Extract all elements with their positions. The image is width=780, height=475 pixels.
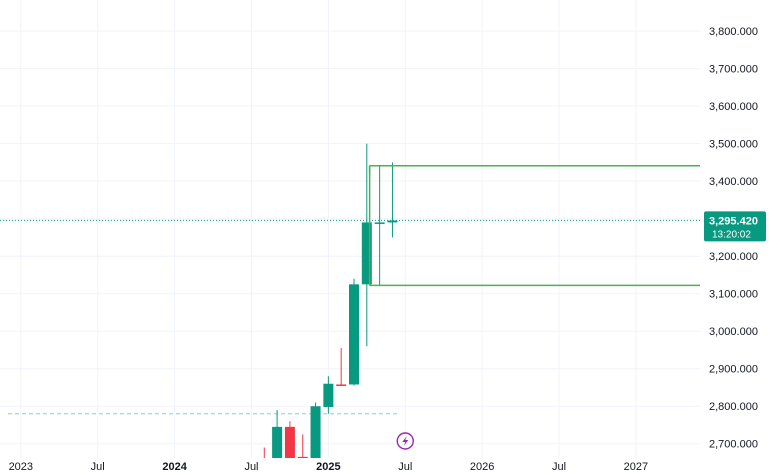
current-price-label: 3,295.420	[709, 215, 758, 227]
candle-body	[387, 220, 398, 223]
candle-body	[349, 284, 359, 385]
candle-body	[374, 222, 385, 224]
current-price-badge	[704, 211, 766, 242]
y-tick-label: 3,000.000	[709, 326, 758, 338]
x-tick-label: Jul	[398, 461, 412, 470]
y-tick-label: 3,200.000	[709, 251, 758, 263]
y-tick-label: 3,500.000	[709, 139, 758, 151]
y-tick-label: 3,700.000	[709, 64, 758, 76]
y-tick-label: 3,600.000	[709, 101, 758, 113]
lightning-glyph	[402, 436, 409, 446]
candle-body	[310, 406, 321, 467]
x-tick-label: Jul	[244, 461, 258, 470]
grid	[0, 0, 700, 458]
x-axis-background	[0, 458, 700, 470]
candle-body	[284, 426, 295, 463]
x-tick-label: Jul	[552, 461, 566, 470]
y-tick-label: 2,700.000	[709, 439, 758, 451]
y-tick-label: 2,800.000	[709, 401, 758, 413]
candle-body	[323, 383, 334, 407]
y-tick-label: 3,400.000	[709, 176, 758, 188]
candle-body	[361, 222, 372, 285]
x-axis[interactable]: 2023 Jul 2024 Jul 2025 Jul 2026 Jul 2027	[0, 458, 700, 473]
y-axis[interactable]: 3,800.000 3,700.000 3,600.000 3,500.000 3,40…	[700, 0, 780, 470]
y-tick-label: 3,100.000	[709, 289, 758, 301]
candle-body	[272, 426, 283, 459]
x-tick-label: 2026	[470, 461, 494, 470]
y-tick-label: 3,800.000	[709, 26, 758, 38]
candle-body	[336, 384, 347, 386]
chart-overlays	[0, 219, 700, 450]
countdown-label: 13:20:02	[712, 229, 751, 240]
x-tick-label: 2027	[624, 461, 648, 470]
x-tick-label: 2025	[316, 461, 340, 470]
y-tick-label: 2,900.000	[709, 364, 758, 376]
x-tick-label: 2024	[162, 461, 187, 470]
x-tick-label: Jul	[91, 461, 105, 470]
candles	[259, 143, 398, 470]
x-tick-label: 2023	[9, 461, 33, 470]
